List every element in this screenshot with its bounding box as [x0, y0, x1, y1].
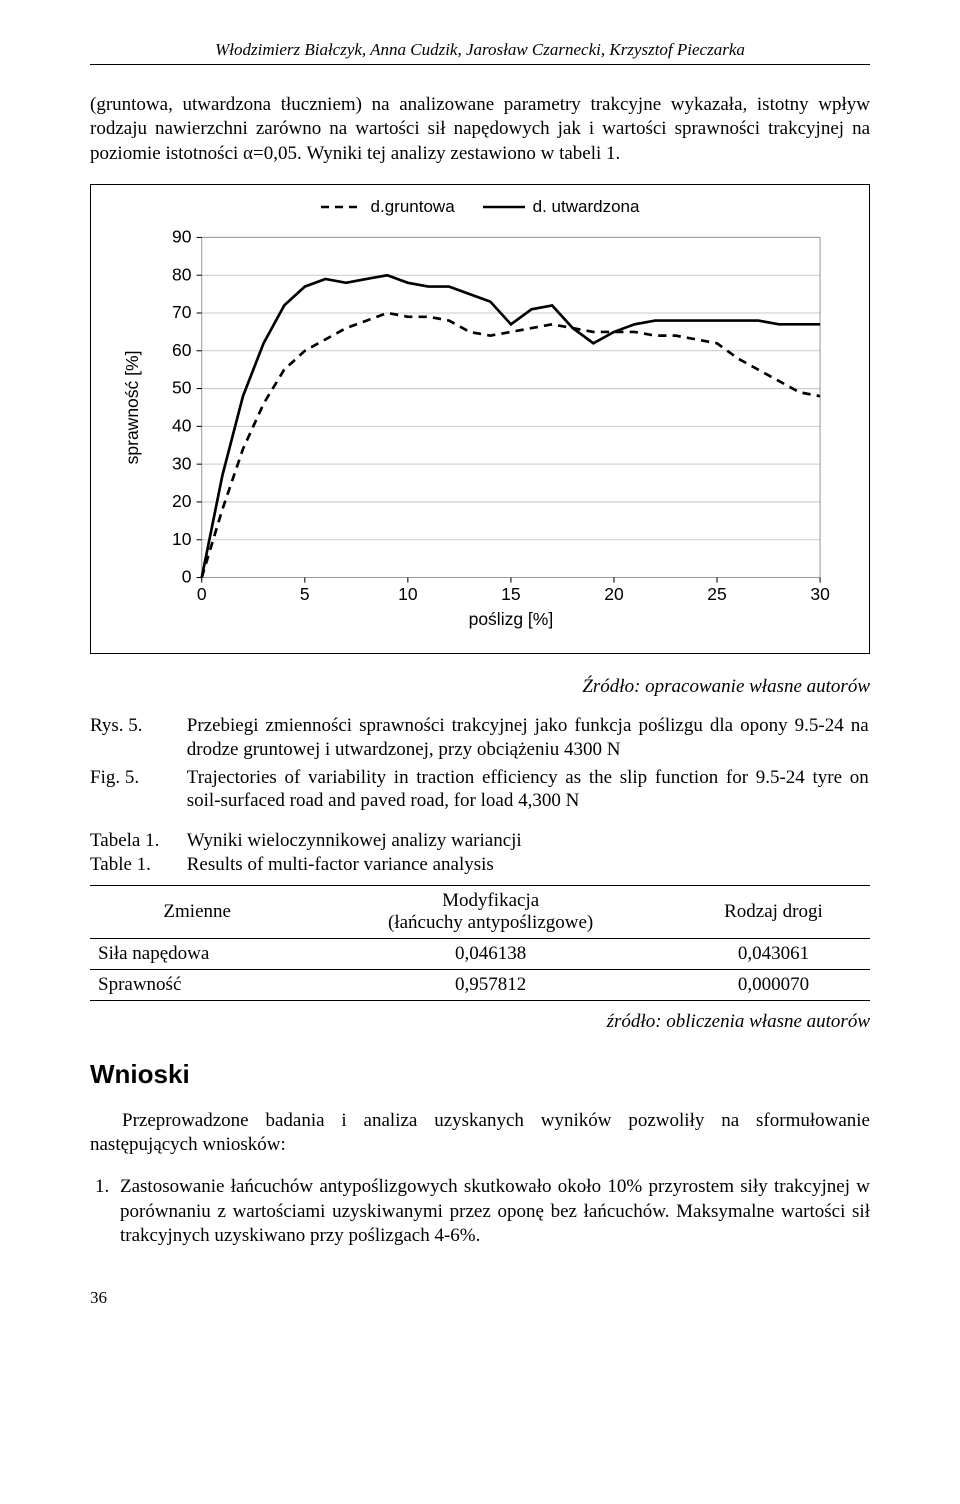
figure-source: Źródło: opracowanie własne autorów	[90, 676, 870, 698]
figure-caption-pl: Rys. 5. Przebiegi zmienności sprawności …	[90, 714, 870, 762]
legend-label: d.gruntowa	[371, 197, 455, 217]
section-heading-wnioski: Wnioski	[90, 1059, 870, 1090]
conclusions-intro: Przeprowadzone badania i analiza uzyskan…	[90, 1109, 870, 1158]
table-label-en: Table 1.	[90, 853, 182, 877]
table-cell: Siła napędowa	[90, 938, 304, 969]
table-header-cell: Zmienne	[90, 885, 304, 938]
table-header-cell: Rodzaj drogi	[677, 885, 870, 938]
page-number: 36	[90, 1288, 870, 1308]
legend-item-utwardzona: d. utwardzona	[483, 197, 640, 217]
table-text-en: Results of multi-factor variance analysi…	[187, 853, 869, 877]
table-cell: 0,046138	[304, 938, 677, 969]
figure-text-pl: Przebiegi zmienności sprawności trakcyjn…	[187, 714, 869, 762]
intro-paragraph: (gruntowa, utwardzona tłuczniem) na anal…	[90, 93, 870, 166]
table-cell: Sprawność	[90, 969, 304, 1000]
y-tick-label: 0	[182, 567, 192, 587]
table-source: źródło: obliczenia własne autorów	[90, 1011, 870, 1033]
y-tick-label: 70	[172, 302, 192, 322]
table-label-pl: Tabela 1.	[90, 829, 182, 853]
table-caption-en: Table 1. Results of multi-factor varianc…	[90, 853, 870, 877]
x-tick-label: 10	[398, 584, 418, 604]
table-row: Sprawność0,9578120,000070	[90, 969, 870, 1000]
chart-legend: d.gruntowa d. utwardzona	[109, 197, 851, 217]
table-cell: 0,000070	[677, 969, 870, 1000]
chart-svg: 0 10 20 30 40 50 60 70 80 90 0 5 10 15 20 25 30 poślizg […	[109, 223, 851, 635]
y-axis-label: sprawność [%]	[122, 351, 142, 465]
table-row: Siła napędowa0,0461380,043061	[90, 938, 870, 969]
y-tick-label: 90	[172, 227, 192, 247]
y-tick-label: 20	[172, 491, 192, 511]
table-header-cell: Modyfikacja(łańcuchy antypoślizgowe)	[304, 885, 677, 938]
table-text-pl: Wyniki wieloczynnikowej analizy wariancj…	[187, 829, 869, 853]
table-cell: 0,957812	[304, 969, 677, 1000]
x-axis-label: poślizg [%]	[469, 609, 554, 629]
y-tick-label: 50	[172, 378, 192, 398]
x-tick-label: 5	[300, 584, 310, 604]
x-tick-label: 30	[810, 584, 830, 604]
efficiency-chart-figure: d.gruntowa d. utwardzona 010203040506070…	[90, 184, 870, 654]
figure-text-en: Trajectories of variability in traction …	[187, 766, 869, 814]
y-tick-label: 60	[172, 340, 192, 360]
conclusions-list: Zastosowanie łańcuchów antypoślizgowych …	[90, 1175, 870, 1248]
y-tick-label: 10	[172, 529, 192, 549]
variance-table: ZmienneModyfikacja(łańcuchy antypoślizgo…	[90, 885, 870, 1001]
x-tick-label: 0	[197, 584, 207, 604]
x-tick-label: 20	[604, 584, 624, 604]
conclusion-item: Zastosowanie łańcuchów antypoślizgowych …	[114, 1175, 870, 1248]
x-tick-label: 15	[501, 584, 520, 604]
series-gruntowa	[202, 313, 820, 578]
y-tick-label: 40	[172, 415, 192, 435]
y-tick-label: 30	[172, 453, 192, 473]
legend-item-gruntowa: d.gruntowa	[321, 197, 455, 217]
table-caption-pl: Tabela 1. Wyniki wieloczynnikowej analiz…	[90, 829, 870, 853]
chart-frame: d.gruntowa d. utwardzona 010203040506070…	[90, 184, 870, 654]
figure-caption-en: Fig. 5. Trajectories of variability in t…	[90, 766, 870, 814]
table-cell: 0,043061	[677, 938, 870, 969]
figure-label-en: Fig. 5.	[90, 766, 182, 790]
figure-label-pl: Rys. 5.	[90, 714, 182, 738]
page-header-authors: Włodzimierz Białczyk, Anna Cudzik, Jaros…	[90, 40, 870, 65]
x-tick-label: 25	[707, 584, 726, 604]
y-tick-label: 80	[172, 264, 192, 284]
legend-label: d. utwardzona	[533, 197, 640, 217]
